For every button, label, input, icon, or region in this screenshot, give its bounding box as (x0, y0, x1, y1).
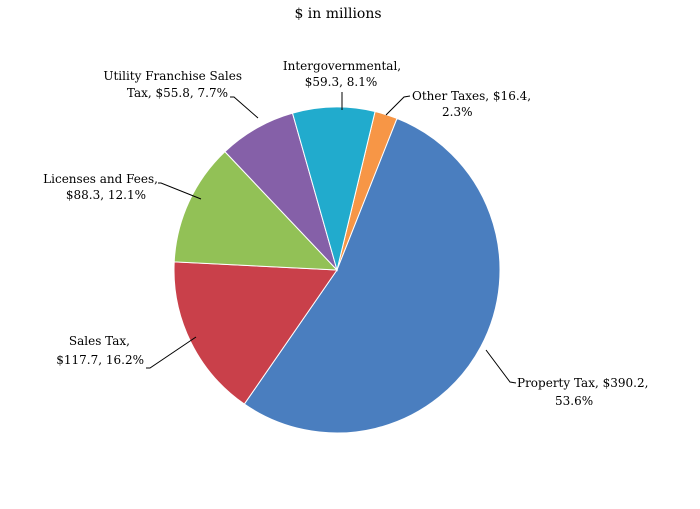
chart-title: $ in millions (294, 6, 381, 22)
leader-line (146, 336, 197, 369)
data-labels-group: Other Taxes, $16.4, 2.3% Property Tax, $39… (43, 59, 648, 408)
data-label: 53.6% (555, 394, 593, 408)
pie-slice-property-tax (243, 117, 501, 434)
data-label: Sales Tax, (69, 334, 130, 348)
data-label: Property Tax, $390.2, (517, 376, 648, 390)
leader-line (158, 182, 202, 200)
data-label: Intergovernmental, (283, 59, 401, 73)
data-label: 2.3% (442, 105, 473, 119)
data-label: $117.7, 16.2% (56, 353, 144, 367)
data-label: Licenses and Fees, (43, 172, 158, 186)
pie-slice-intergovernmental (291, 106, 376, 272)
slices-group (173, 106, 501, 434)
pie-slice-licenses-and-fees (173, 150, 339, 271)
data-label: Other Taxes, $16.4, (412, 89, 531, 103)
pie-slice-sales-tax (173, 261, 338, 405)
data-label: Tax, $55.8, 7.7% (127, 86, 228, 100)
data-label: $88.3, 12.1% (66, 188, 146, 202)
leader-line (485, 349, 517, 384)
data-label: $59.3, 8.1% (305, 75, 377, 89)
data-label: Utility Franchise Sales (103, 69, 242, 83)
leader-line (385, 95, 411, 116)
leader-line (230, 96, 259, 119)
leader-lines-group (146, 92, 517, 384)
